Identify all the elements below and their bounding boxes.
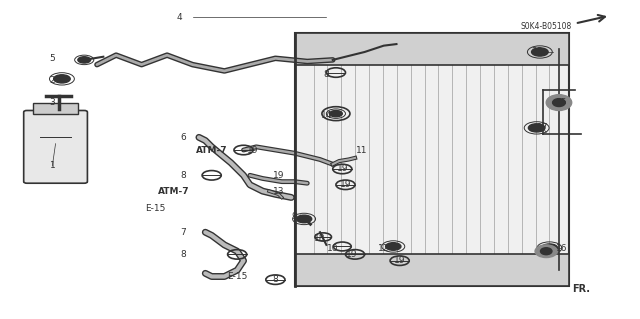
- Text: 3: 3: [49, 98, 55, 107]
- Text: 12: 12: [378, 243, 389, 253]
- Text: 4: 4: [177, 13, 182, 22]
- Text: 14: 14: [321, 111, 332, 120]
- Text: 19: 19: [394, 256, 405, 265]
- Circle shape: [386, 243, 401, 250]
- Text: 10: 10: [327, 243, 339, 253]
- Text: 5: 5: [49, 54, 55, 63]
- Text: 8: 8: [180, 250, 186, 259]
- Text: 8: 8: [323, 70, 329, 78]
- Ellipse shape: [535, 245, 557, 257]
- Ellipse shape: [540, 248, 552, 255]
- Text: 15: 15: [556, 98, 568, 107]
- FancyBboxPatch shape: [24, 110, 88, 183]
- Text: FR.: FR.: [572, 284, 589, 294]
- Text: 1: 1: [49, 161, 55, 170]
- Text: ATM-7: ATM-7: [157, 187, 189, 196]
- Circle shape: [78, 57, 91, 63]
- Text: 17: 17: [537, 123, 548, 132]
- Circle shape: [296, 215, 312, 223]
- Ellipse shape: [546, 95, 572, 110]
- Text: 6: 6: [180, 133, 186, 142]
- Text: 16: 16: [556, 243, 568, 253]
- Text: ATM-7: ATM-7: [196, 145, 227, 154]
- Text: 11: 11: [356, 145, 367, 154]
- Text: 19: 19: [346, 250, 358, 259]
- Text: 7: 7: [180, 228, 186, 237]
- Circle shape: [54, 75, 70, 83]
- Text: 8: 8: [180, 171, 186, 180]
- Text: 19: 19: [337, 165, 348, 174]
- Circle shape: [330, 110, 342, 117]
- Bar: [294, 33, 568, 65]
- Bar: [294, 254, 568, 286]
- Circle shape: [541, 244, 557, 252]
- Text: 19: 19: [247, 145, 259, 154]
- FancyBboxPatch shape: [294, 33, 568, 286]
- Bar: [33, 103, 78, 114]
- Text: 9: 9: [292, 212, 298, 221]
- Text: 19: 19: [340, 180, 351, 189]
- Text: 8: 8: [273, 275, 278, 284]
- Circle shape: [532, 48, 548, 56]
- Text: 19: 19: [273, 171, 284, 180]
- Text: 20: 20: [531, 48, 542, 56]
- Text: E-15: E-15: [145, 204, 165, 213]
- Text: S0K4-B05108: S0K4-B05108: [520, 22, 572, 31]
- Text: 13: 13: [273, 187, 284, 196]
- Circle shape: [529, 124, 545, 132]
- Text: E-15: E-15: [228, 272, 248, 281]
- Text: 18: 18: [314, 234, 326, 243]
- Ellipse shape: [552, 99, 565, 107]
- Text: 2: 2: [49, 76, 55, 85]
